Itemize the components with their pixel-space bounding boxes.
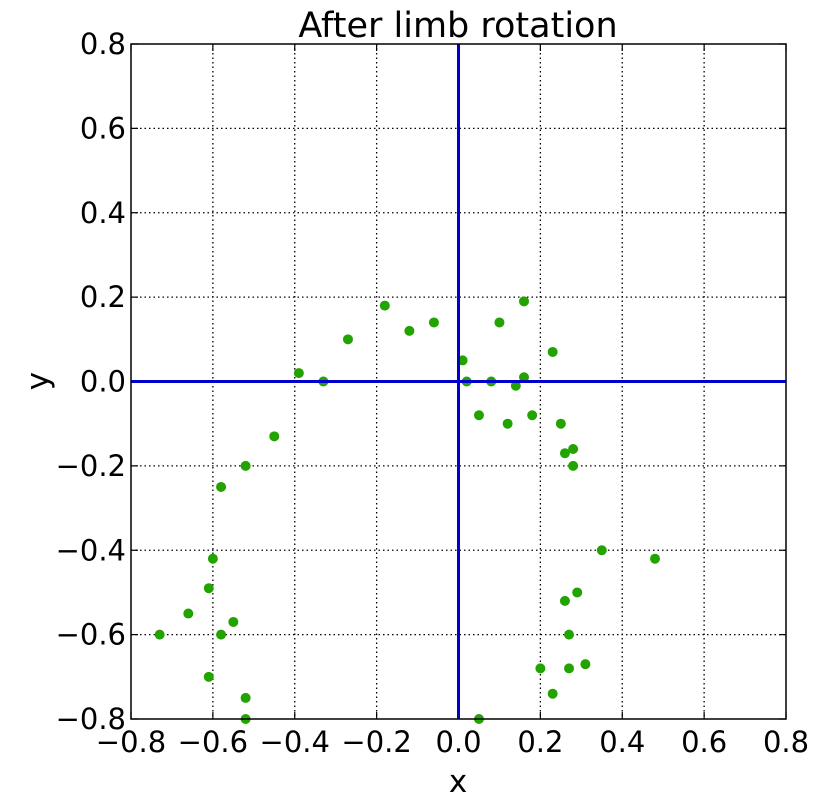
y-tick-label: −0.8 bbox=[56, 702, 126, 736]
data-point bbox=[519, 372, 529, 383]
data-point bbox=[428, 317, 439, 328]
x-tick-label: 0.2 bbox=[517, 725, 563, 759]
y-tick-labels: 0.8 0.6 0.4 0.2 0.0 −0.2 −0.4 −0.6 −0.8 bbox=[56, 27, 126, 736]
data-point bbox=[564, 629, 575, 640]
y-tick-label: −0.6 bbox=[56, 618, 126, 652]
data-point bbox=[568, 460, 579, 471]
data-point bbox=[269, 431, 280, 442]
data-point bbox=[555, 418, 566, 429]
data-point bbox=[404, 325, 415, 336]
x-tick-label: −0.4 bbox=[260, 725, 330, 759]
x-tick-label: −0.2 bbox=[341, 725, 411, 759]
data-point bbox=[494, 317, 505, 328]
data-point bbox=[216, 629, 227, 640]
data-point bbox=[216, 481, 227, 492]
data-point bbox=[203, 671, 214, 682]
data-point bbox=[568, 444, 579, 454]
data-point bbox=[240, 460, 251, 471]
data-point bbox=[154, 629, 165, 640]
y-tick-label: 0.0 bbox=[80, 365, 126, 399]
x-tick-label: 0.6 bbox=[681, 725, 727, 759]
reference-lines bbox=[131, 44, 786, 719]
data-point bbox=[559, 595, 570, 606]
plot-frame bbox=[130, 43, 787, 720]
data-point bbox=[342, 334, 353, 345]
chart-title: After limb rotation bbox=[298, 6, 617, 46]
y-tick-label: 0.4 bbox=[80, 196, 126, 230]
data-point bbox=[547, 688, 558, 699]
data-point bbox=[535, 663, 546, 674]
data-point bbox=[650, 553, 660, 564]
x-tick-label: 0.4 bbox=[599, 725, 645, 759]
data-point bbox=[502, 418, 513, 429]
x-tick-label: −0.8 bbox=[96, 725, 166, 759]
data-point bbox=[473, 410, 484, 421]
data-point bbox=[510, 380, 521, 391]
y-tick-label: 0.6 bbox=[80, 111, 126, 145]
x-tick-label: 0.8 bbox=[763, 725, 809, 759]
data-point bbox=[519, 296, 529, 307]
y-tick-label: 0.8 bbox=[80, 27, 126, 61]
data-point bbox=[559, 448, 570, 459]
data-point bbox=[228, 616, 239, 627]
y-tick-label: −0.4 bbox=[56, 533, 126, 567]
scatter-points bbox=[154, 296, 660, 724]
data-point bbox=[379, 300, 390, 311]
data-point bbox=[564, 663, 575, 674]
x-tick-label: 0.0 bbox=[435, 725, 481, 759]
data-point bbox=[183, 608, 194, 619]
x-axis-label: x bbox=[449, 764, 467, 800]
data-point bbox=[580, 659, 591, 670]
x-tick-label: −0.6 bbox=[178, 725, 248, 759]
data-point bbox=[547, 346, 558, 357]
data-point bbox=[207, 553, 218, 564]
data-point bbox=[596, 545, 607, 556]
y-tick-label: 0.2 bbox=[80, 280, 126, 314]
y-axis-label: y bbox=[20, 372, 56, 390]
data-point bbox=[203, 583, 214, 594]
data-point bbox=[527, 410, 538, 421]
data-point bbox=[240, 692, 251, 703]
y-tick-label: −0.2 bbox=[56, 449, 126, 483]
data-point bbox=[572, 587, 583, 598]
data-point bbox=[457, 355, 468, 366]
x-tick-labels: −0.8 −0.6 −0.4 −0.2 0.0 0.2 0.4 0.6 0.8 bbox=[96, 725, 809, 759]
data-point bbox=[293, 368, 304, 379]
